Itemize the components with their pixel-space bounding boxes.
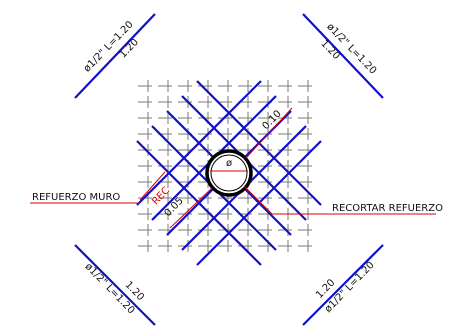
recortar-leader (243, 185, 273, 215)
pipe-inner-ring (210, 154, 248, 192)
diagonal-bar-back (196, 80, 322, 206)
bar-top-left (74, 13, 156, 99)
pipe-diameter-symbol: ø (226, 158, 232, 169)
bar-bottom-left (74, 244, 156, 326)
rec-leader (139, 171, 166, 201)
refuerzo-muro-label: REFUERZO MURO (32, 192, 120, 203)
bar-top-right (302, 13, 384, 99)
recortar-refuerzo-label: RECORTAR REFUERZO (332, 203, 443, 214)
diagonal-bar-forward (196, 140, 322, 266)
dim-line-outer (245, 107, 293, 159)
dim-line-inner (169, 187, 213, 229)
pipe-outer-ring (205, 149, 253, 197)
bar-bottom-right (302, 244, 384, 326)
